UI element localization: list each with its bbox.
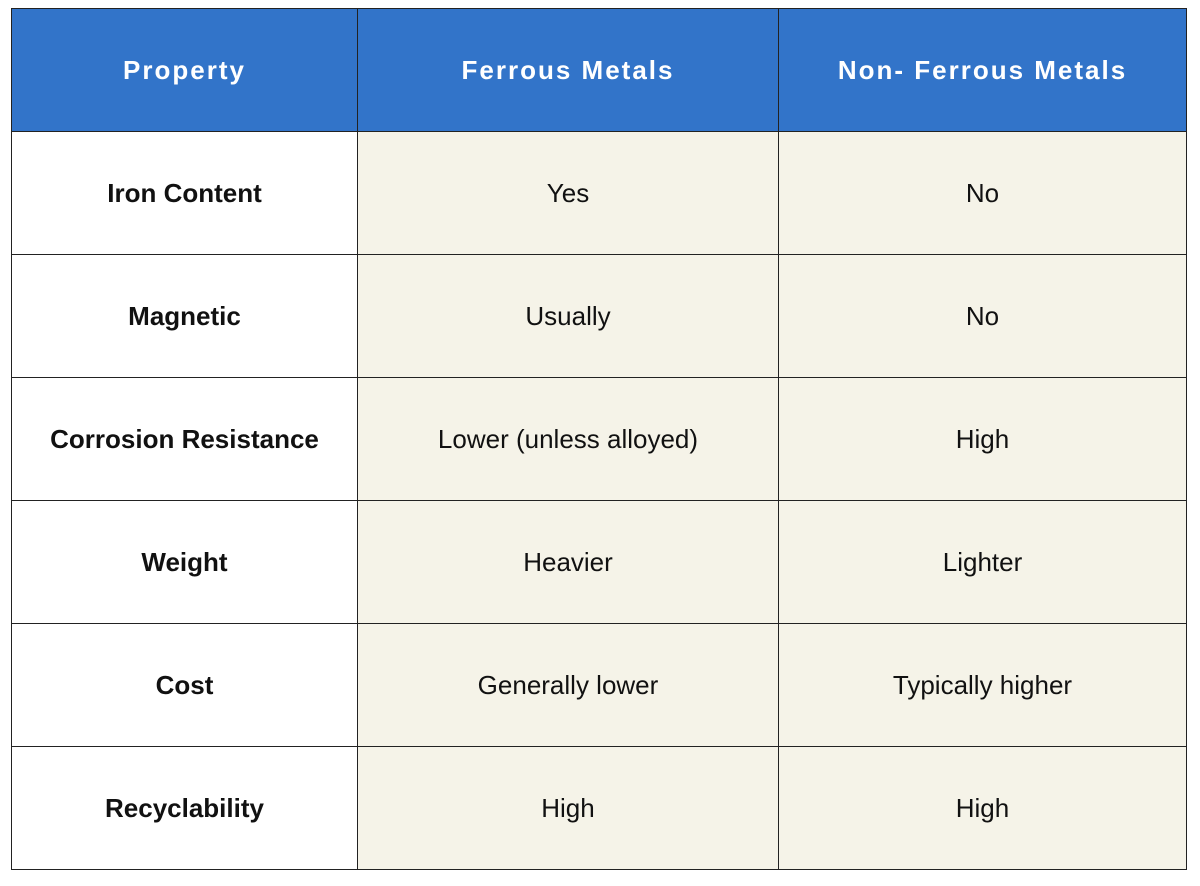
value-cell: Lower (unless alloyed) bbox=[357, 377, 779, 501]
property-cell: Weight bbox=[11, 500, 358, 624]
value-cell: Yes bbox=[357, 131, 779, 255]
header-row: Property Ferrous Metals Non- Ferrous Metal… bbox=[11, 8, 1187, 132]
value-cell: Generally lower bbox=[357, 623, 779, 747]
table-row: Magnetic Usually No bbox=[11, 254, 1187, 378]
table-row: Iron Content Yes No bbox=[11, 131, 1187, 255]
comparison-table: Property Ferrous Metals Non- Ferrous Metal… bbox=[11, 8, 1187, 870]
property-cell: Recyclability bbox=[11, 746, 358, 870]
table-row: Corrosion Resistance Lower (unless alloye… bbox=[11, 377, 1187, 501]
table-row: Recyclability High High bbox=[11, 746, 1187, 870]
value-cell: No bbox=[778, 254, 1187, 378]
header-cell: Property bbox=[11, 8, 358, 132]
header-cell: Non- Ferrous Metals bbox=[778, 8, 1187, 132]
table-body: Iron Content Yes No Magnetic Usually No Corros… bbox=[11, 131, 1187, 870]
value-cell: No bbox=[778, 131, 1187, 255]
value-cell: High bbox=[357, 746, 779, 870]
value-cell: Heavier bbox=[357, 500, 779, 624]
table-row: Cost Generally lower Typically higher bbox=[11, 623, 1187, 747]
property-cell: Corrosion Resistance bbox=[11, 377, 358, 501]
property-cell: Iron Content bbox=[11, 131, 358, 255]
value-cell: Typically higher bbox=[778, 623, 1187, 747]
header-cell: Ferrous Metals bbox=[357, 8, 779, 132]
table-head: Property Ferrous Metals Non- Ferrous Metal… bbox=[11, 8, 1187, 132]
value-cell: Lighter bbox=[778, 500, 1187, 624]
value-cell: High bbox=[778, 746, 1187, 870]
property-cell: Magnetic bbox=[11, 254, 358, 378]
value-cell: Usually bbox=[357, 254, 779, 378]
value-cell: High bbox=[778, 377, 1187, 501]
table-row: Weight Heavier Lighter bbox=[11, 500, 1187, 624]
property-cell: Cost bbox=[11, 623, 358, 747]
